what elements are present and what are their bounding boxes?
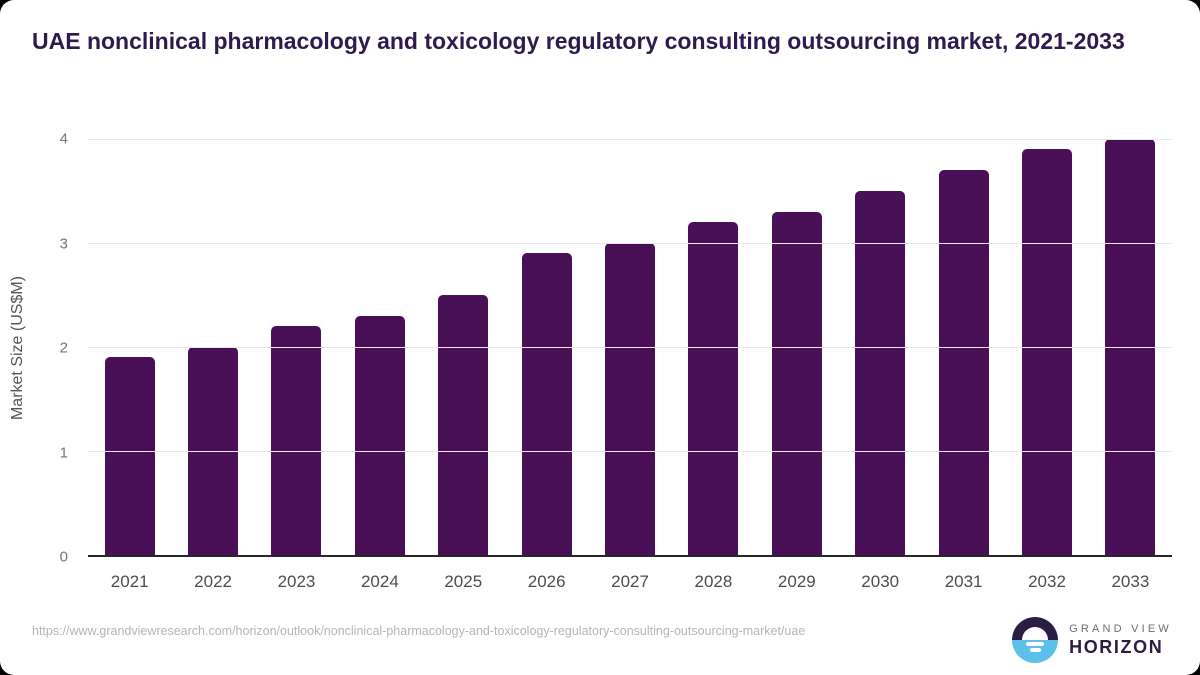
y-axis-title: Market Size (US$M)	[9, 275, 26, 421]
bar-column	[839, 139, 922, 555]
horizon-sun-dome	[1022, 627, 1049, 640]
y-tick-label: 2	[59, 339, 68, 357]
plot-area	[88, 139, 1172, 557]
gridline	[88, 139, 1172, 140]
y-tick-label: 1	[59, 444, 68, 461]
x-tick-label: 2031	[944, 572, 983, 591]
bar	[688, 222, 739, 555]
horizon-sun-stripe	[1026, 642, 1045, 646]
bar-column	[672, 139, 755, 555]
x-axis: 2021 2022 2023 2024 2025 2026 2027 2028 2029 2030…	[88, 567, 1172, 597]
bar	[855, 191, 906, 555]
x-tick-label: 2028	[694, 572, 733, 591]
grand-view-horizon-logo: GRAND VIEW HORIZON	[1012, 617, 1172, 663]
bar	[771, 211, 822, 555]
gridline	[88, 347, 1172, 348]
x-tick-label: 2021	[110, 572, 149, 591]
bar	[1021, 149, 1072, 555]
x-tick-label: 2025	[444, 572, 483, 591]
bar-column	[88, 139, 171, 555]
bar-column	[922, 139, 1005, 555]
x-tick-label: 2029	[777, 572, 816, 591]
y-tick-label: 0	[59, 548, 68, 566]
bar	[938, 170, 989, 555]
y-tick-label: 4	[59, 130, 68, 148]
bar-column	[1005, 139, 1088, 555]
x-tick-label: 2030	[861, 572, 900, 591]
bar-column	[588, 139, 671, 555]
horizon-sun-icon	[1012, 617, 1059, 663]
x-tick-label: 2026	[527, 572, 566, 591]
bar-column	[255, 139, 338, 555]
horizon-sun-stripe	[1029, 648, 1041, 652]
bar	[354, 315, 405, 555]
x-tick-label: 2023	[277, 572, 316, 591]
x-tick-label: 2032	[1028, 572, 1066, 591]
logo-brand-line: GRAND VIEW	[1069, 622, 1172, 635]
x-tick-label: 2022	[194, 572, 232, 591]
bar-column	[422, 139, 505, 555]
bar	[271, 326, 322, 555]
x-tick-label: 2033	[1111, 572, 1150, 591]
bar-column	[338, 139, 421, 555]
source-url: https://www.grandviewresearch.com/horizo…	[32, 624, 806, 638]
y-tick-label: 3	[59, 235, 68, 252]
x-tick-label: 2027	[611, 572, 649, 591]
logo-text: GRAND VIEW HORIZON	[1069, 623, 1172, 658]
y-axis: Market Size (US$M) 0 1 2 3 4	[0, 131, 78, 566]
bar	[521, 253, 572, 555]
bar-column	[755, 139, 838, 555]
x-tick-label: 2024	[360, 572, 399, 591]
gridline	[88, 451, 1172, 452]
bar	[104, 357, 155, 555]
bar-column	[505, 139, 588, 555]
bar	[605, 243, 656, 555]
bars-row	[88, 139, 1172, 555]
bar	[438, 295, 489, 555]
chart-title: UAE nonclinical pharmacology and toxicol…	[32, 28, 1125, 54]
logo-product-line: HORIZON	[1069, 636, 1164, 657]
gridline	[88, 243, 1172, 244]
